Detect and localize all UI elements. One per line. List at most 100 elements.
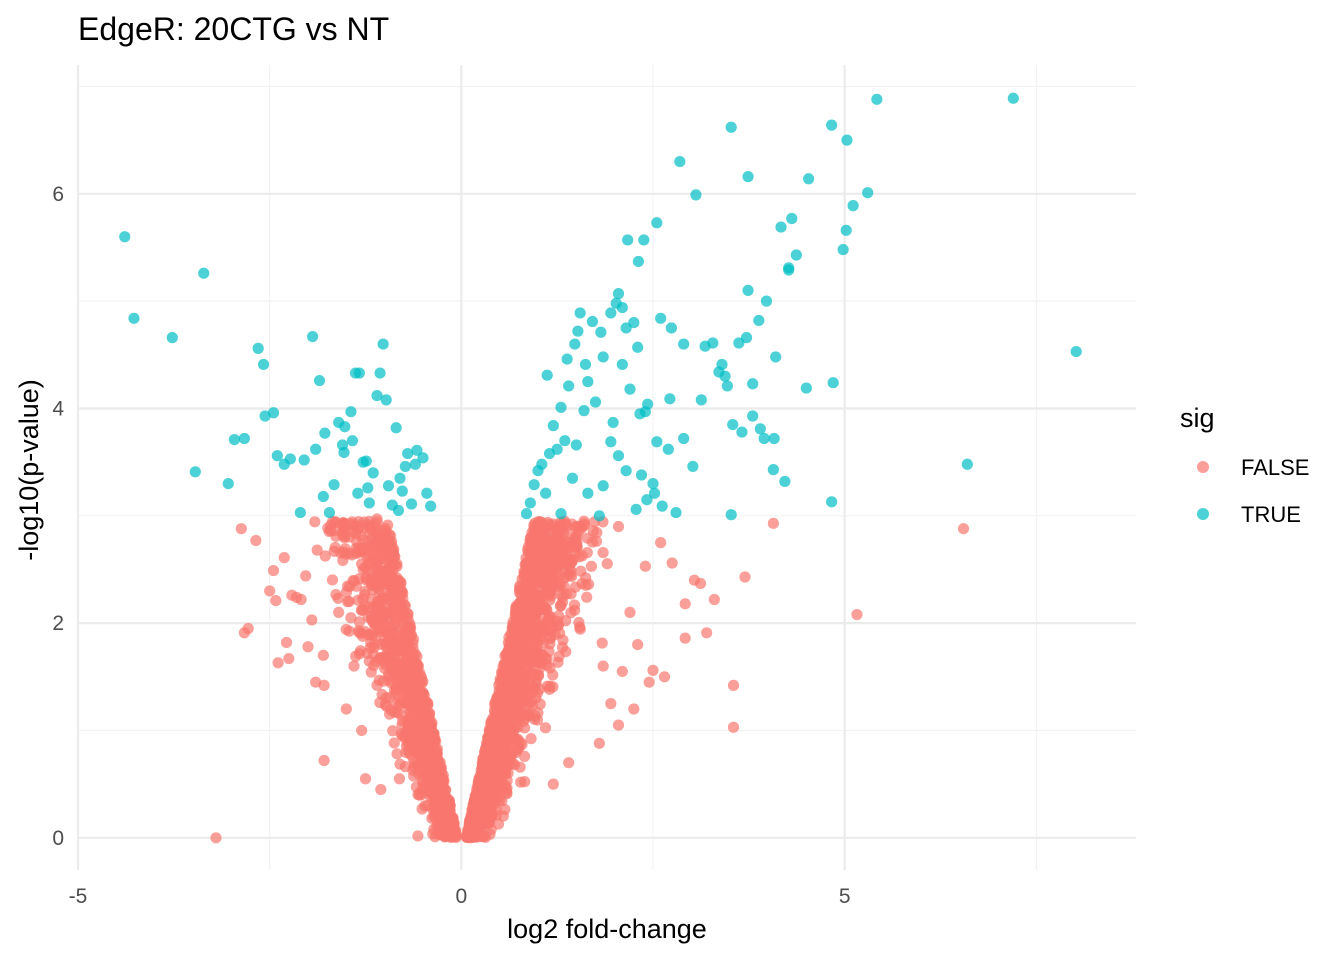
point-false [490, 738, 502, 750]
point-true [566, 472, 579, 484]
point-true [647, 478, 659, 490]
point-true [635, 469, 648, 481]
point-false [767, 517, 779, 529]
point-false [400, 746, 412, 759]
point-true [382, 480, 395, 492]
point-false [708, 593, 720, 606]
point-false [479, 753, 491, 765]
point-false [405, 700, 417, 712]
point-true [543, 447, 556, 460]
point-true [690, 189, 702, 201]
point-true [582, 376, 594, 388]
point-false [332, 592, 344, 604]
legend-label-false: FALSE [1241, 455, 1309, 480]
point-true [1007, 92, 1019, 104]
point-false [565, 607, 577, 619]
point-false [381, 627, 393, 639]
plot-grid [76, 65, 1136, 870]
point-false [548, 523, 560, 535]
point-true [222, 478, 234, 490]
point-false [302, 641, 314, 653]
point-false [340, 703, 352, 715]
y-tick-label: 6 [52, 183, 64, 206]
point-false [242, 622, 254, 635]
point-false [351, 535, 363, 547]
point-false [587, 525, 599, 537]
legend-key-true [1197, 508, 1209, 520]
y-axis-title: -log10(p-value) [14, 379, 44, 561]
point-false [283, 652, 295, 665]
point-false [525, 616, 537, 628]
point-false [408, 770, 420, 782]
point-true [665, 322, 678, 334]
point-true [257, 358, 270, 371]
point-false [601, 558, 613, 570]
point-false [447, 821, 459, 833]
point-false [309, 516, 321, 528]
y-tick-label: 0 [52, 827, 64, 850]
point-false [565, 541, 577, 554]
point-false [328, 545, 340, 557]
point-true [768, 432, 780, 445]
point-true [648, 487, 661, 499]
point-false [616, 665, 628, 678]
point-false [311, 544, 323, 556]
point-true [607, 416, 619, 429]
point-true [310, 443, 322, 455]
point-false [359, 773, 372, 785]
point-false [400, 632, 413, 644]
point-false [503, 704, 515, 716]
point-true [595, 326, 607, 338]
point-true [559, 435, 571, 447]
point-false [441, 808, 453, 820]
point-false [596, 637, 608, 649]
point-true [377, 338, 389, 350]
point-true [695, 394, 707, 406]
point-false [639, 560, 651, 572]
point-true [803, 173, 815, 185]
point-false [374, 580, 387, 592]
point-true [323, 506, 336, 519]
legend: sig FALSE TRUE [1180, 403, 1309, 527]
point-false [437, 780, 449, 792]
legend-key-false [1197, 461, 1209, 473]
point-true [582, 487, 594, 499]
point-false [515, 776, 527, 788]
point-true [961, 458, 973, 470]
point-true [616, 301, 628, 314]
point-true [409, 458, 421, 470]
point-false [502, 729, 514, 741]
point-false [552, 619, 565, 631]
point-true [563, 380, 575, 392]
point-false [547, 681, 559, 693]
legend-title: sig [1180, 403, 1215, 433]
point-true [597, 480, 609, 492]
point-false [340, 623, 352, 636]
point-false [361, 647, 373, 660]
point-false [679, 632, 691, 644]
point-true [294, 506, 306, 519]
point-false [727, 679, 740, 691]
point-true [411, 444, 423, 456]
point-false [295, 593, 307, 606]
point-false [512, 741, 525, 753]
point-true [841, 134, 853, 146]
point-true [699, 340, 711, 352]
point-true [721, 380, 733, 392]
point-false [418, 707, 430, 719]
point-false [504, 671, 516, 683]
point-true [317, 490, 329, 503]
point-true [360, 455, 372, 467]
point-false [343, 595, 355, 608]
point-false [375, 553, 387, 565]
point-false [379, 529, 391, 542]
point-false [337, 516, 349, 529]
point-false [388, 579, 401, 592]
point-false [264, 585, 276, 597]
point-true [775, 221, 787, 233]
point-true [616, 358, 628, 371]
point-true [632, 341, 644, 353]
point-false [519, 559, 531, 571]
point-false [477, 785, 489, 797]
